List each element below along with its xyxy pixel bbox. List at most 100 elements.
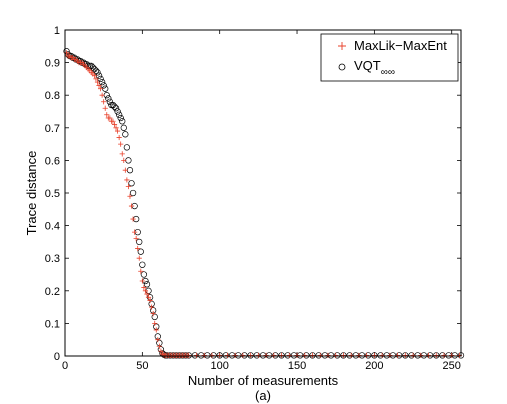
vqt-point <box>371 352 378 359</box>
maxlik-point <box>158 348 164 354</box>
maxlik-point <box>433 352 439 358</box>
legend-label-maxlik: MaxLik−MaxEnt <box>354 38 447 53</box>
maxlik-point <box>224 352 231 358</box>
maxlik-point <box>111 121 118 128</box>
maxlik-point <box>141 284 147 291</box>
vqt-point <box>117 114 124 122</box>
maxlik-point <box>110 118 116 124</box>
plot-frame <box>64 29 462 357</box>
vqt-point <box>137 248 144 255</box>
maxlik-point <box>294 352 300 358</box>
vqt-point <box>140 271 148 278</box>
maxlik-point <box>104 112 110 118</box>
vqt-point <box>216 352 223 359</box>
vqt-point <box>115 111 123 118</box>
maxlik-point <box>96 82 102 89</box>
vqt-point <box>111 103 118 110</box>
maxlik-point <box>91 73 97 79</box>
maxlik-point <box>150 311 156 317</box>
maxlik-point <box>156 343 162 349</box>
vqt-point <box>139 261 146 268</box>
vqt-point <box>128 180 135 187</box>
maxlik-point <box>309 352 316 358</box>
vqt-point <box>105 95 112 102</box>
vqt-point <box>119 118 126 125</box>
maxlik-point <box>139 278 145 284</box>
legend-label-vqt: VQT∞∞ <box>354 58 395 78</box>
maxlik-point <box>217 352 223 358</box>
maxlik-point <box>133 236 139 242</box>
y-tick-label: 0.5 <box>45 188 60 200</box>
maxlik-point <box>248 352 254 358</box>
maxlik-point <box>364 352 370 358</box>
maxlik-point <box>394 352 401 358</box>
legend-plus-marker <box>338 42 346 50</box>
legend-label-vqt-main: VQT <box>354 58 381 73</box>
vqt-point <box>112 105 120 112</box>
maxlik-point <box>209 352 215 358</box>
legend-circle-marker <box>338 63 346 71</box>
x-tick-label: 50 <box>136 360 148 372</box>
vqt-point <box>129 189 137 197</box>
vqt-point <box>402 352 409 359</box>
figure-caption: (a) <box>255 388 271 403</box>
y-tick-label: 0.1 <box>45 318 60 330</box>
maxlik-point <box>99 92 105 98</box>
y-tick-label: 1 <box>54 25 60 37</box>
x-tick-label: 150 <box>288 360 306 372</box>
maxlik-point <box>387 352 393 358</box>
maxlik-point <box>379 352 385 358</box>
maxlik-point <box>340 352 347 358</box>
maxlik-point <box>155 337 161 343</box>
maxlik-point <box>441 352 447 358</box>
maxlik-point <box>302 352 308 358</box>
maxlik-point <box>449 352 455 358</box>
legend: MaxLik−MaxEnt VQT∞∞ <box>320 33 459 82</box>
maxlik-point <box>102 105 108 111</box>
maxlik-point <box>93 76 99 82</box>
vqt-point <box>247 352 254 359</box>
vqt-point <box>94 69 101 76</box>
y-tick-label: 0.2 <box>45 286 60 298</box>
vqt-point <box>340 352 347 359</box>
vqt-point <box>123 144 131 151</box>
maxlik-point <box>114 128 121 134</box>
y-tick-label: 0.6 <box>45 155 60 167</box>
maxlik-point <box>333 352 339 358</box>
maxlik-point <box>153 327 159 333</box>
maxlik-point <box>132 229 138 235</box>
maxlik-point <box>130 216 136 222</box>
legend-plus-glyph <box>338 42 346 50</box>
y-tick-label: 0.8 <box>45 90 60 102</box>
y-tick-label: 0.7 <box>45 123 60 135</box>
vqt-point <box>136 238 143 246</box>
maxlik-point <box>418 352 424 358</box>
maxlik-point <box>186 352 192 358</box>
maxlik-point <box>122 167 128 173</box>
maxlik-point <box>116 134 122 141</box>
maxlik-point <box>119 151 125 157</box>
data-marks <box>63 48 465 359</box>
maxlik-point <box>317 352 323 358</box>
vqt-point <box>433 352 440 359</box>
maxlik-point <box>240 352 246 358</box>
maxlik-point <box>145 294 152 300</box>
axis-ticks: 0 50 100 150 200 250 0 0.1 0.2 0.3 0.4 0.5 0.6 0.7 0.8… <box>45 25 461 372</box>
maxlik-point <box>147 297 153 304</box>
vqt-point <box>143 281 151 288</box>
maxlik-point <box>124 177 130 183</box>
maxlik-point <box>410 352 416 358</box>
legend-label-vqt-sub: ∞∞ <box>381 67 395 78</box>
maxlik-point <box>193 352 200 358</box>
maxlik-point <box>271 352 277 358</box>
maxlik-point <box>101 99 107 105</box>
y-axis-label: Trace distance <box>24 151 39 236</box>
vqt-point <box>309 352 316 359</box>
maxlik-point <box>144 291 150 297</box>
vqt-point <box>92 67 100 74</box>
vqt-point <box>114 108 121 115</box>
maxlik-point <box>107 115 113 121</box>
maxlik-point <box>142 288 149 294</box>
maxlik-point <box>425 352 432 358</box>
y-tick-label: 0.4 <box>45 221 60 233</box>
